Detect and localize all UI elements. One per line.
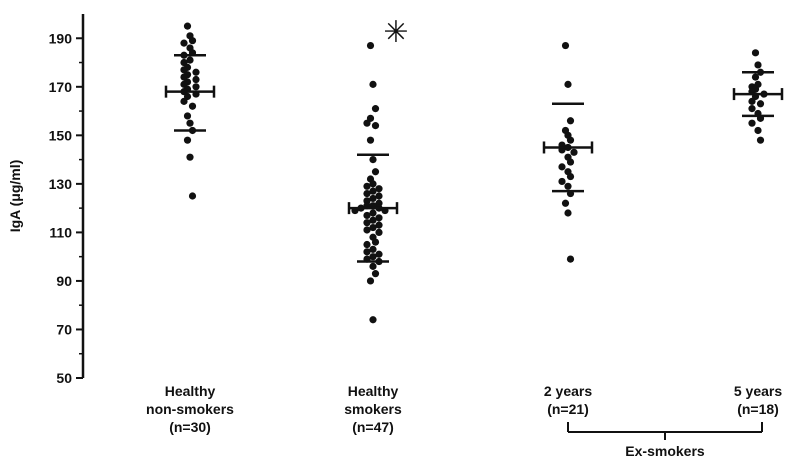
data-point	[369, 194, 377, 203]
data-point	[561, 41, 570, 50]
data-point	[371, 238, 380, 246]
category-label-line: smokers	[344, 401, 402, 417]
data-point	[369, 156, 377, 164]
y-tick-label: 150	[49, 127, 73, 143]
data-point	[371, 122, 380, 130]
data-point	[371, 168, 380, 176]
data-point	[375, 192, 383, 200]
data-point	[366, 41, 375, 50]
data-point	[561, 199, 570, 207]
data-point	[363, 248, 371, 256]
data-point	[748, 97, 756, 105]
data-point	[564, 80, 572, 88]
ex-smokers-bracket	[567, 422, 763, 440]
data-point	[751, 49, 760, 57]
data-point	[369, 223, 377, 232]
y-tick-label: 130	[49, 176, 73, 192]
data-point	[754, 61, 762, 69]
data-point	[756, 136, 765, 144]
data-point	[369, 80, 377, 88]
data-point	[363, 211, 371, 220]
data-point	[751, 73, 760, 81]
data-point	[566, 158, 575, 166]
data-point	[186, 153, 194, 161]
data-point	[192, 68, 200, 76]
y-tick-label: 170	[49, 79, 73, 95]
data-point	[363, 240, 371, 249]
data-point	[754, 126, 762, 135]
y-tick-label: 50	[56, 370, 72, 386]
category-label-line: non-smokers	[146, 401, 234, 417]
data-point	[363, 226, 371, 234]
data-point	[566, 136, 575, 144]
data-point	[369, 209, 377, 217]
category-label-line: Healthy	[348, 383, 399, 399]
data-point	[558, 163, 566, 171]
data-point	[363, 182, 371, 190]
data-point	[369, 180, 377, 188]
data-point	[371, 105, 380, 113]
group-4: 5 years (n=18)	[732, 49, 784, 417]
data-point	[375, 185, 383, 193]
data-point	[369, 316, 377, 324]
data-point	[183, 136, 192, 144]
data-point	[566, 255, 575, 263]
data-point	[369, 216, 377, 224]
data-point	[192, 75, 200, 84]
category-label-line: (n=18)	[737, 401, 779, 417]
data-point	[369, 253, 377, 261]
data-point	[188, 102, 197, 110]
y-tick-label: 110	[49, 224, 72, 240]
category-label-line: (n=47)	[352, 419, 394, 435]
y-tick-label: 190	[49, 30, 73, 46]
data-groups: Healthy non-smokers (n=30) Healthy smokers (n…	[146, 22, 784, 435]
y-tick-label: 90	[56, 273, 72, 289]
data-point	[564, 209, 572, 217]
data-point	[192, 83, 200, 91]
data-point	[748, 105, 756, 113]
data-point	[566, 117, 575, 125]
data-point	[183, 112, 192, 120]
data-point	[363, 219, 371, 227]
y-axis: 50 70 90 110 130 150 170 190	[49, 14, 85, 386]
category-label-line: (n=30)	[169, 419, 211, 435]
data-point	[188, 192, 197, 200]
data-point	[186, 119, 194, 127]
group-2: Healthy smokers (n=47)	[344, 41, 402, 435]
group-1: Healthy non-smokers (n=30)	[146, 22, 234, 435]
data-point	[564, 182, 572, 190]
group-3: 2 years (n=21)	[542, 41, 594, 417]
category-label-line: 2 years	[544, 383, 592, 399]
ex-smokers-label: Ex-smokers	[625, 443, 705, 459]
data-point	[186, 56, 194, 64]
data-point	[188, 37, 197, 45]
data-point	[366, 277, 375, 285]
data-point	[375, 221, 383, 229]
data-point	[558, 177, 566, 186]
category-label-line: Healthy	[165, 383, 216, 399]
y-axis-title: IgA (μg/ml)	[7, 160, 23, 233]
data-point	[180, 39, 188, 47]
data-point	[375, 228, 383, 236]
category-label-line: 5 years	[734, 383, 782, 399]
data-point	[183, 22, 192, 30]
data-point	[369, 187, 377, 195]
data-point	[375, 250, 383, 258]
category-label-line: (n=21)	[547, 401, 589, 417]
data-point	[369, 262, 377, 270]
data-point	[748, 119, 756, 127]
data-point	[363, 189, 371, 198]
data-point	[366, 136, 375, 144]
data-point	[375, 214, 383, 222]
significance-asterisk: ✳	[383, 15, 408, 50]
data-point	[371, 270, 380, 278]
data-point	[756, 100, 765, 108]
data-point	[363, 119, 371, 127]
y-tick-label: 70	[56, 321, 72, 337]
data-point	[180, 97, 188, 105]
data-point	[566, 172, 575, 181]
data-point	[570, 148, 578, 156]
data-point	[369, 245, 377, 253]
